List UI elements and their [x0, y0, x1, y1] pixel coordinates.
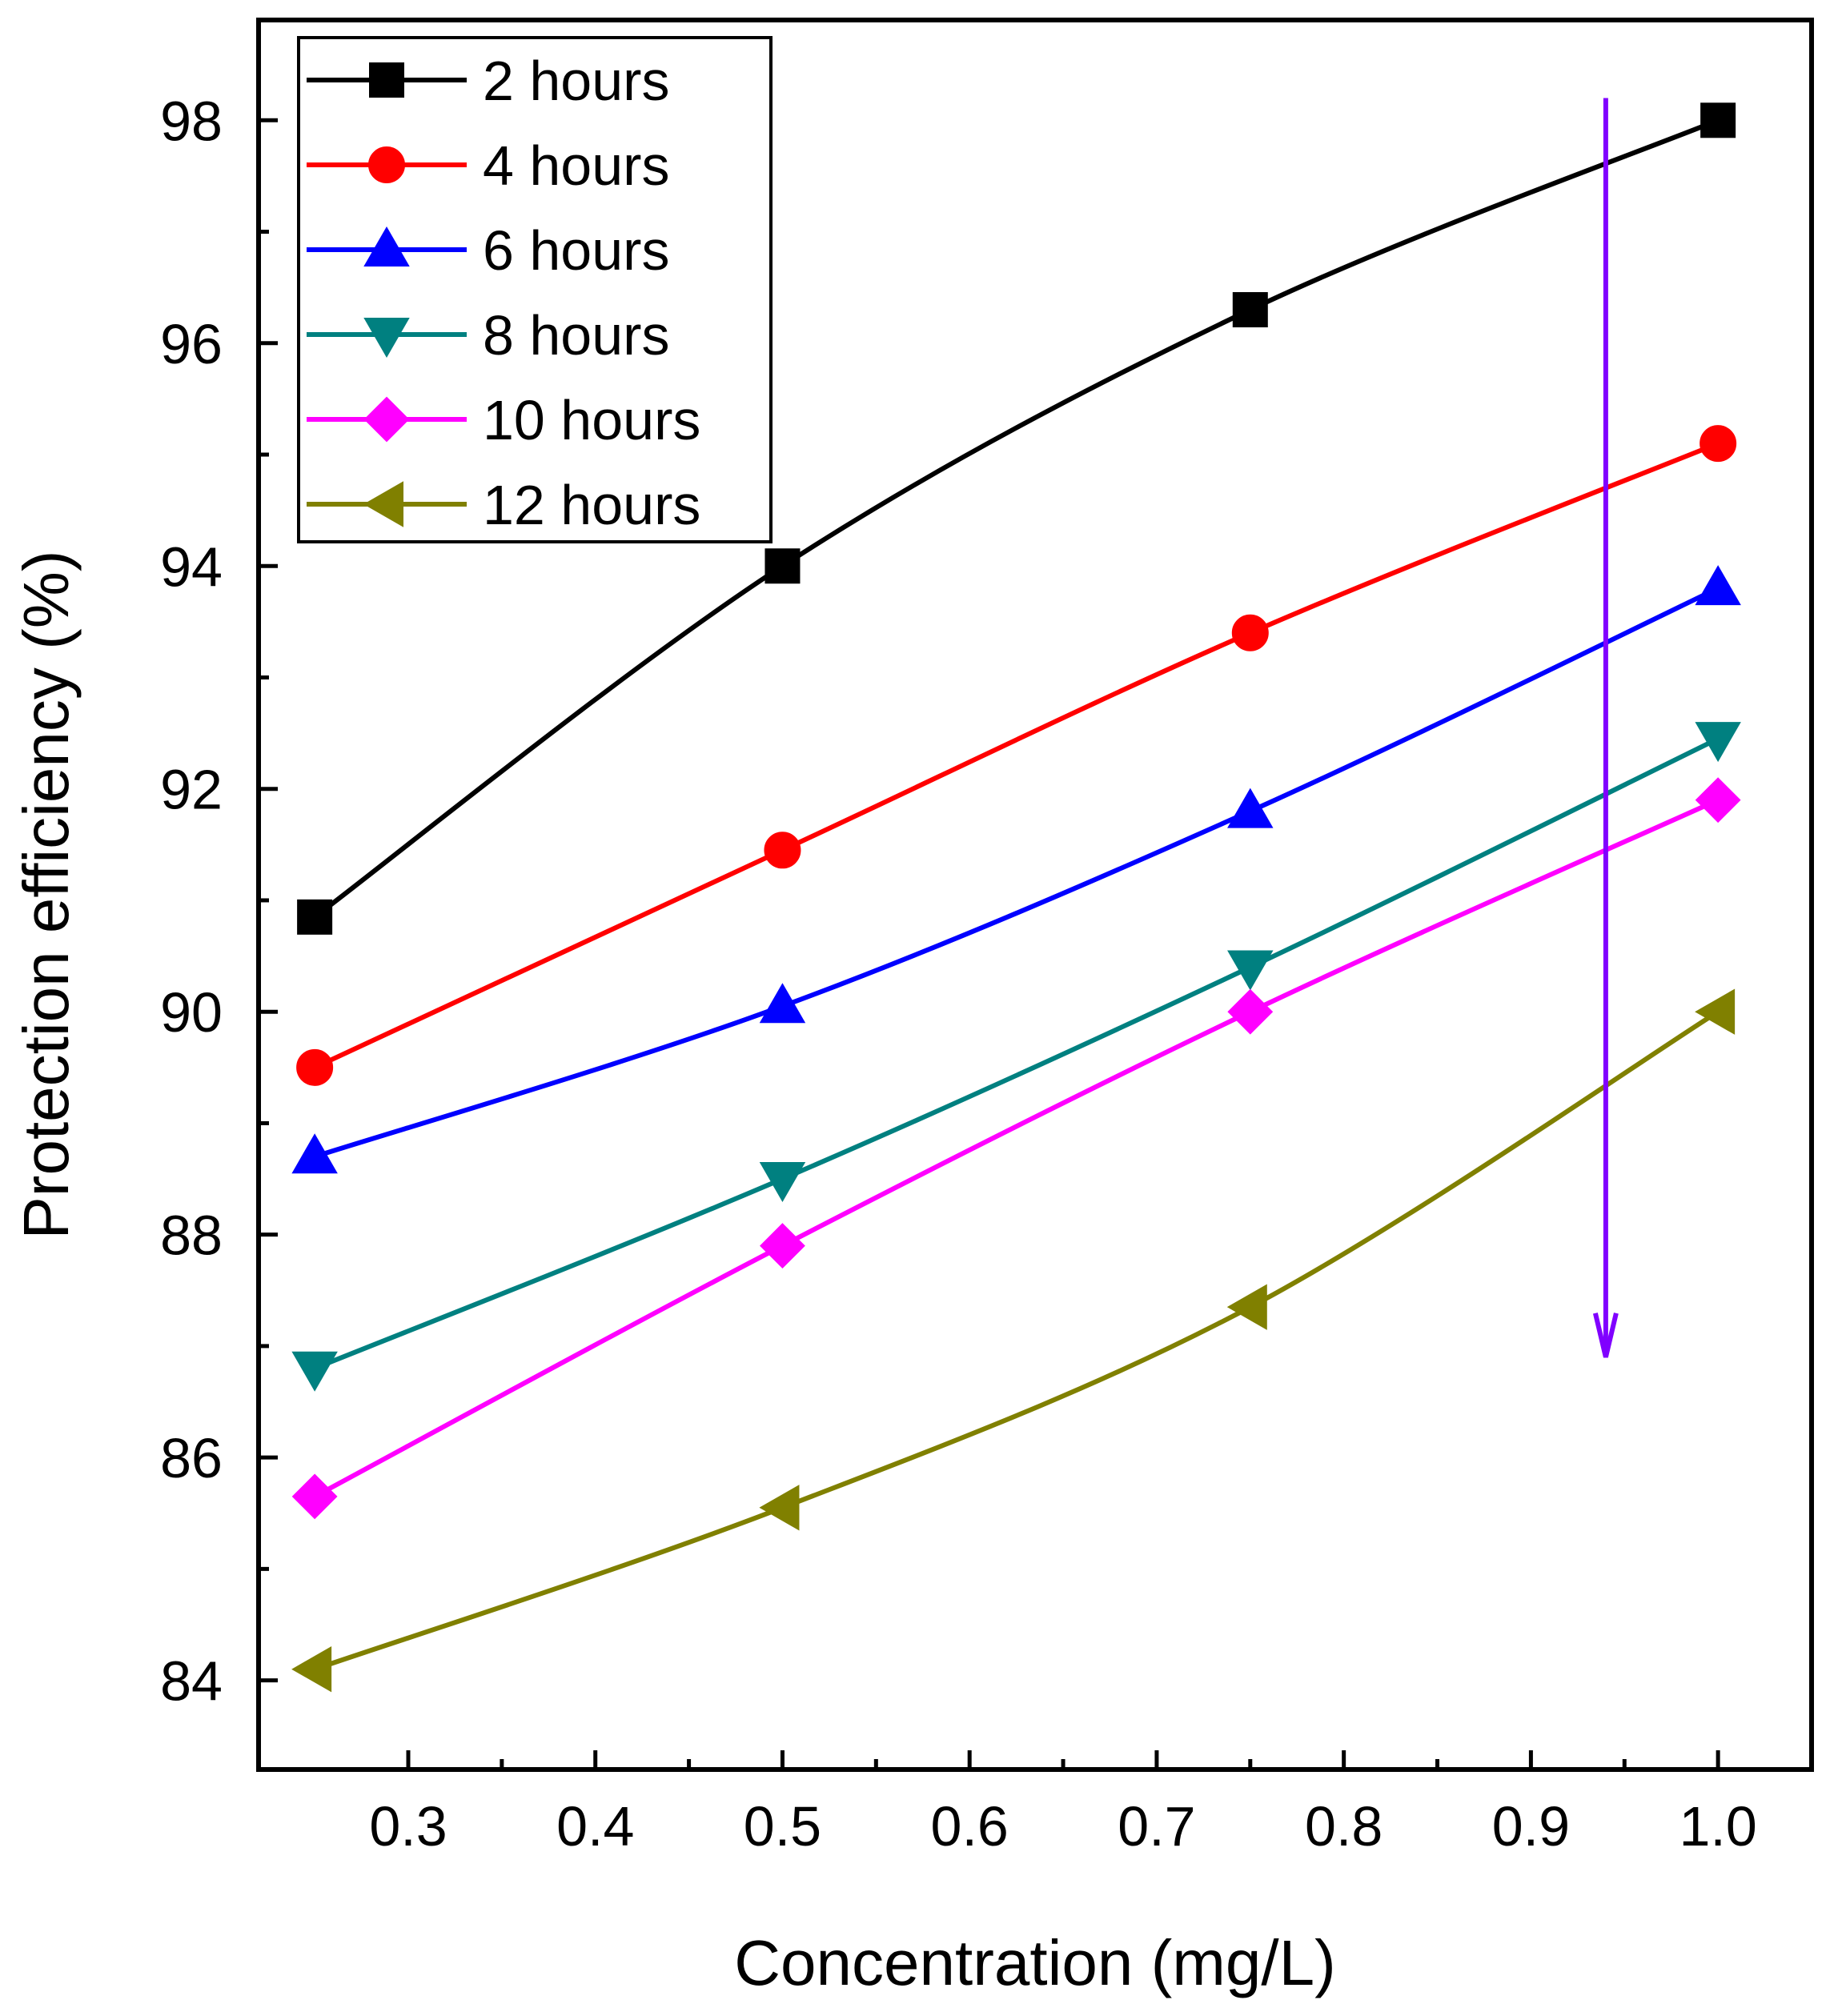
data-point-12-hours — [1695, 988, 1736, 1035]
series-line-2-hours — [313, 118, 1720, 920]
legend-marker-6-hours — [363, 226, 410, 267]
data-point-10-hours — [291, 1473, 338, 1520]
legend-entry-6-hours: 6 hours — [307, 219, 669, 282]
legend-marker-10-hours — [363, 396, 410, 443]
data-point-6-hours — [291, 1133, 338, 1174]
x-tick-label: 0.5 — [744, 1795, 821, 1858]
series-10-hours — [291, 777, 1741, 1520]
data-point-12-hours — [759, 1485, 800, 1531]
data-point-2-hours — [764, 548, 801, 584]
series-line-4-hours — [313, 441, 1720, 1070]
data-point-2-hours — [1700, 102, 1736, 138]
y-axis-title: Protection efficiency (%) — [10, 550, 82, 1239]
legend-label-10-hours: 10 hours — [483, 389, 700, 451]
series-4-hours — [296, 425, 1737, 1086]
legend-label-6-hours: 6 hours — [483, 219, 669, 282]
legend-box — [297, 36, 773, 543]
trend-arrow-head — [1592, 1313, 1619, 1358]
data-point-8-hours — [1695, 722, 1741, 763]
series-line-12-hours — [314, 1009, 1720, 1672]
legend-entry-10-hours: 10 hours — [307, 389, 700, 451]
data-point-10-hours — [1695, 777, 1741, 824]
data-point-8-hours — [291, 1351, 338, 1392]
data-point-4-hours — [764, 832, 801, 869]
y-tick-label: 86 — [160, 1427, 223, 1489]
data-point-8-hours — [1227, 950, 1274, 991]
data-point-8-hours — [759, 1162, 806, 1203]
legend-marker-8-hours — [363, 318, 410, 359]
data-point-6-hours — [1695, 565, 1741, 606]
legend-label-8-hours: 8 hours — [483, 304, 669, 367]
y-tick-label: 90 — [160, 981, 223, 1044]
plot-frame — [256, 18, 1814, 1772]
series-12-hours — [291, 988, 1736, 1693]
x-axis-title: Concentration (mg/L) — [734, 1927, 1335, 1998]
series-line-8-hours — [313, 736, 1720, 1371]
x-tick-label: 0.3 — [369, 1795, 447, 1858]
y-tick-label: 84 — [160, 1650, 223, 1713]
y-axis: 84 86 88 90 92 94 96 98 — [160, 90, 278, 1713]
y-tick-label: 88 — [160, 1204, 223, 1267]
series-2-hours — [297, 102, 1736, 935]
legend: 2 hours 4 hours 6 hours 8 hours 10 hours 12 h… — [297, 36, 773, 543]
legend-marker-12-hours — [363, 481, 403, 527]
series-layer — [291, 102, 1741, 1693]
series-line-6-hours — [314, 586, 1720, 1160]
annotation-arrow-layer — [1592, 98, 1619, 1358]
y-tick-label: 92 — [160, 759, 223, 821]
y-tick-label: 94 — [160, 535, 223, 598]
data-point-2-hours — [297, 899, 333, 935]
x-tick-label: 1.0 — [1679, 1795, 1756, 1858]
legend-marker-2-hours — [369, 62, 404, 98]
data-point-4-hours — [296, 1048, 334, 1086]
x-tick-label: 0.6 — [931, 1795, 1009, 1858]
x-tick-label: 0.8 — [1305, 1795, 1383, 1858]
x-tick-label: 0.7 — [1118, 1795, 1195, 1858]
legend-entry-4-hours: 4 hours — [307, 134, 669, 197]
legend-marker-4-hours — [368, 146, 405, 183]
x-tick-label: 0.4 — [556, 1795, 634, 1858]
data-point-12-hours — [1226, 1284, 1267, 1330]
legend-label-12-hours: 12 hours — [483, 474, 700, 536]
x-tick-label: 0.9 — [1492, 1795, 1570, 1858]
series-line-10-hours — [313, 797, 1720, 1499]
data-point-6-hours — [759, 983, 806, 1024]
series-6-hours — [291, 565, 1741, 1174]
data-point-2-hours — [1232, 292, 1268, 328]
y-tick-label: 98 — [160, 90, 223, 152]
legend-label-2-hours: 2 hours — [483, 50, 669, 112]
data-point-4-hours — [1231, 614, 1269, 651]
legend-entry-8-hours: 8 hours — [307, 304, 669, 367]
data-point-4-hours — [1700, 425, 1737, 463]
data-point-12-hours — [291, 1645, 332, 1693]
legend-label-4-hours: 4 hours — [483, 134, 669, 197]
data-point-10-hours — [1227, 988, 1274, 1035]
data-point-10-hours — [760, 1223, 805, 1269]
legend-entry-2-hours: 2 hours — [307, 50, 669, 112]
x-axis: 0.3 0.4 0.5 0.6 0.7 0.8 0.9 1.0 — [369, 1750, 1757, 1858]
data-point-6-hours — [1227, 788, 1274, 828]
legend-entry-12-hours: 12 hours — [307, 474, 700, 536]
y-tick-label: 96 — [160, 313, 223, 375]
series-8-hours — [291, 722, 1741, 1392]
